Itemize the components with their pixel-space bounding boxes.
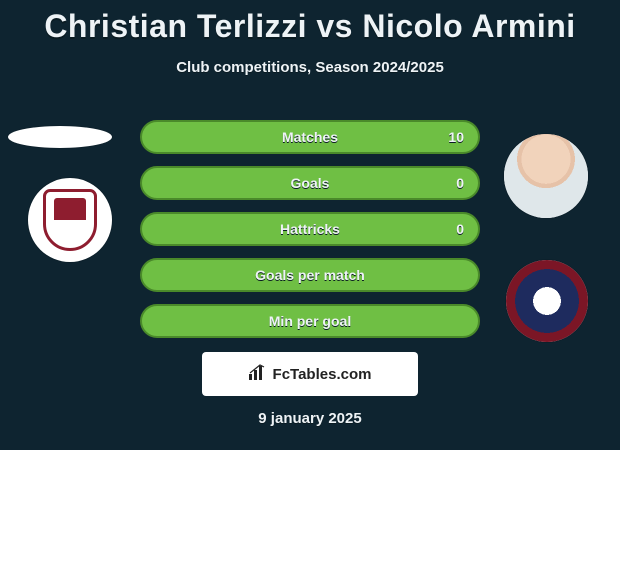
stat-value-right: 10 — [448, 129, 464, 145]
stat-label: Min per goal — [269, 313, 351, 329]
stat-row-hattricks: Hattricks 0 — [140, 212, 480, 246]
stat-row-goals-per-match: Goals per match — [140, 258, 480, 292]
page-subtitle: Club competitions, Season 2024/2025 — [0, 59, 620, 76]
stat-value-right: 0 — [456, 221, 464, 237]
comparison-panel: Christian Terlizzi vs Nicolo Armini Club… — [0, 0, 620, 450]
stat-label: Goals per match — [255, 267, 365, 283]
footer-date: 9 january 2025 — [0, 410, 620, 427]
branding-badge: FcTables.com — [202, 352, 418, 396]
stat-row-goals: Goals 0 — [140, 166, 480, 200]
stat-label: Goals — [291, 175, 330, 191]
page-title: Christian Terlizzi vs Nicolo Armini — [0, 0, 620, 45]
stat-label: Matches — [282, 129, 338, 145]
stat-row-min-per-goal: Min per goal — [140, 304, 480, 338]
branding-text: FcTables.com — [273, 366, 372, 383]
stat-row-matches: Matches 10 — [140, 120, 480, 154]
stat-bars: Matches 10 Goals 0 Hattricks 0 Goals per… — [0, 120, 620, 350]
stat-value-right: 0 — [456, 175, 464, 191]
bar-chart-icon — [249, 364, 267, 384]
stat-label: Hattricks — [280, 221, 340, 237]
